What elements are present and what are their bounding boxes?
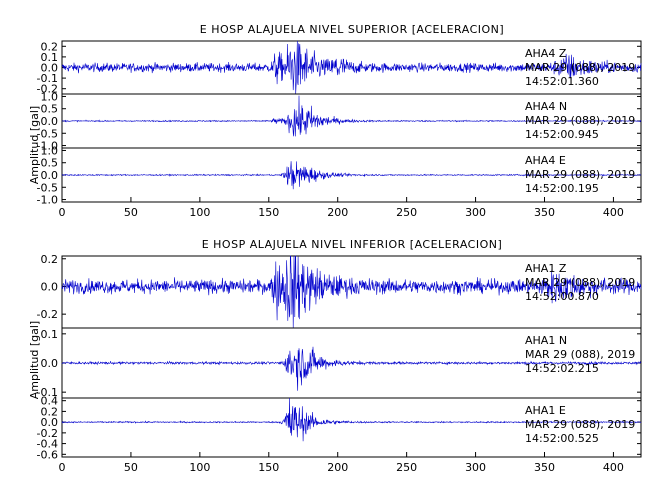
y-tick-label: 0.0 [41, 357, 59, 370]
y-tick-label: -0.5 [37, 181, 58, 194]
y-tick-label: 0.0 [41, 169, 59, 182]
y-tick-label: 0.5 [41, 157, 59, 170]
channel-date: MAR 29 (088), 2019 [525, 348, 635, 361]
channel-date: MAR 29 (088), 2019 [525, 61, 635, 74]
y-tick-label: -0.1 [37, 386, 58, 399]
x-tick-label: 50 [124, 206, 138, 219]
channel-name: AHA1 N [525, 334, 567, 347]
y-tick-label: -0.2 [37, 427, 58, 440]
series-line [61, 255, 642, 329]
x-tick-label: 300 [465, 206, 486, 219]
series-line [61, 161, 642, 190]
y-tick-label: -0.2 [37, 83, 58, 96]
y-tick-label: 0.0 [41, 416, 59, 429]
figure-top: E HOSP ALAJUELA NIVEL SUPERIOR [ACELERAC… [28, 23, 642, 219]
y-tick-label: 0.0 [41, 280, 59, 293]
y-tick-label: 0.2 [41, 253, 59, 266]
channel-name: AHA1 Z [525, 262, 567, 275]
x-tick-label: 250 [396, 461, 417, 474]
channel-name: AHA4 E [525, 154, 566, 167]
y-tick-label: -0.5 [37, 127, 58, 140]
chart-title: E HOSP ALAJUELA NIVEL SUPERIOR [ACELERAC… [200, 23, 504, 36]
y-tick-label: -1.0 [37, 194, 58, 207]
y-tick-label: 0.1 [41, 328, 59, 341]
y-axis-label: Amplitud [gal] [28, 321, 41, 399]
y-tick-label: 0.5 [41, 103, 59, 116]
series-line [61, 40, 642, 94]
chart-title: E HOSP ALAJUELA NIVEL INFERIOR [ACELERAC… [202, 238, 503, 251]
x-tick-label: 200 [327, 461, 348, 474]
channel-name: AHA4 Z [525, 47, 567, 60]
x-tick-label: 400 [603, 461, 624, 474]
x-axis: 0 50 100 150 200 250 300 350 400 [59, 197, 624, 219]
x-tick-label: 300 [465, 461, 486, 474]
y-tick-label: 0.0 [41, 62, 59, 75]
x-tick-label: 350 [534, 206, 555, 219]
channel-time: 14:52:00.525 [525, 432, 599, 445]
x-tick-label: 350 [534, 461, 555, 474]
y-tick-label: -0.1 [37, 72, 58, 85]
channel-date: MAR 29 (088), 2019 [525, 114, 635, 127]
y-tick-label: 0.0 [41, 115, 59, 128]
channel-name: AHA4 N [525, 100, 567, 113]
y-tick-label: -1.0 [37, 140, 58, 153]
y-tick-label: 1.0 [41, 90, 59, 103]
y-tick-label: 0.2 [41, 40, 59, 53]
x-tick-label: 200 [327, 206, 348, 219]
y-tick-label: -0.4 [37, 438, 58, 451]
y-tick-label: -0.6 [37, 448, 58, 461]
series-line [61, 397, 642, 442]
x-tick-label: 250 [396, 206, 417, 219]
y-tick-label: 0.1 [41, 51, 59, 64]
y-tick-label: 0.2 [41, 405, 59, 418]
channel-name: AHA1 E [525, 404, 566, 417]
y-tick-label: 0.4 [41, 395, 59, 408]
channel-date: MAR 29 (088), 2019 [525, 168, 635, 181]
channel-time: 14:52:00.195 [525, 182, 599, 195]
x-axis: 0 50 100 150 200 250 300 350 400 [59, 452, 624, 474]
channel-date: MAR 29 (088), 2019 [525, 418, 635, 431]
x-tick-label: 0 [59, 206, 66, 219]
channel-time: 14:52:01.360 [525, 75, 599, 88]
series-line [61, 346, 642, 391]
x-tick-label: 400 [603, 206, 624, 219]
channel-date: MAR 29 (088), 2019 [525, 276, 635, 289]
panel-frame [61, 397, 642, 458]
x-tick-label: 100 [189, 206, 210, 219]
y-tick-label: 1.0 [41, 144, 59, 157]
y-axis-label: Amplitud [gal] [28, 106, 41, 184]
x-tick-label: 150 [258, 461, 279, 474]
y-tick-label: -0.2 [37, 308, 58, 321]
series-line [61, 95, 642, 137]
x-tick-label: 150 [258, 206, 279, 219]
figure-bottom: E HOSP ALAJUELA NIVEL INFERIOR [ACELERAC… [28, 238, 642, 474]
channel-time: 14:52:02.215 [525, 362, 599, 375]
x-tick-label: 50 [124, 461, 138, 474]
x-tick-label: 100 [189, 461, 210, 474]
channel-time: 14:52:00.945 [525, 128, 599, 141]
x-tick-label: 0 [59, 461, 66, 474]
channel-time: 14:52:00.870 [525, 290, 599, 303]
